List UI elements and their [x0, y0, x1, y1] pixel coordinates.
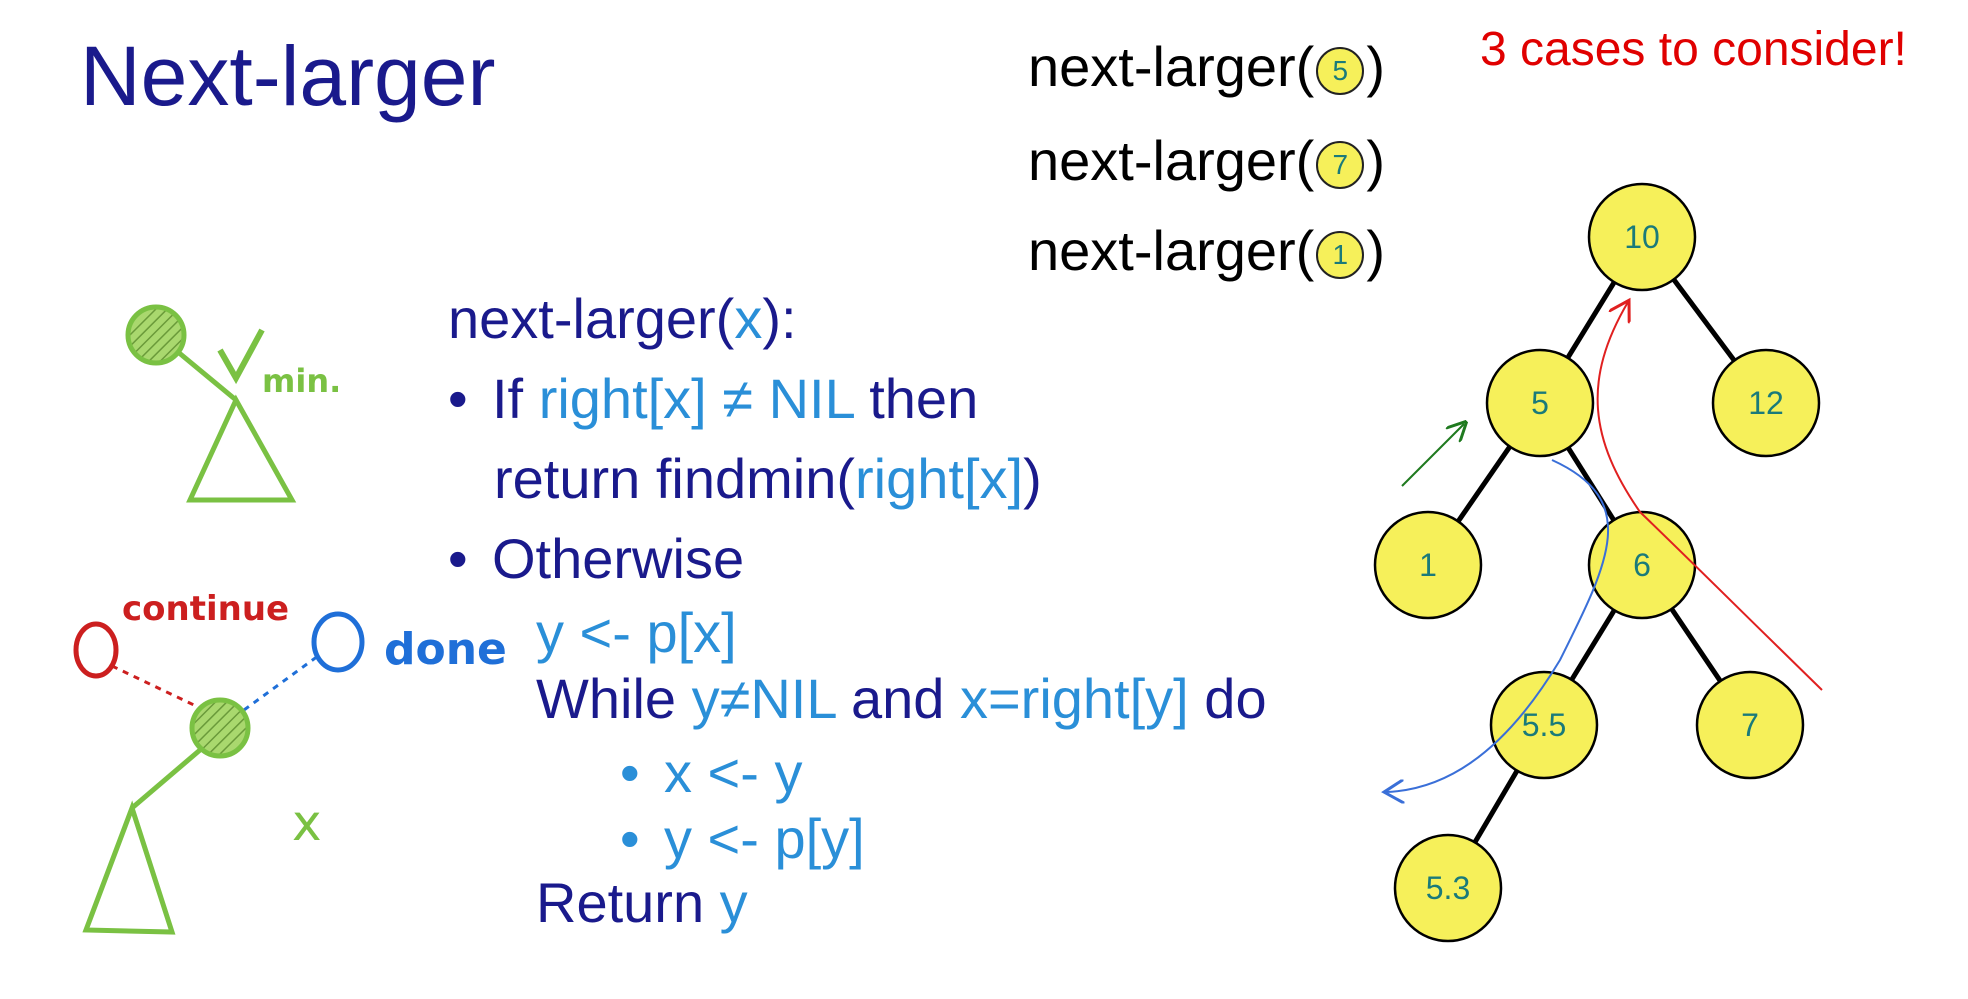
- code-keyword: do: [1188, 667, 1267, 730]
- red-arrow-icon: [1596, 302, 1823, 691]
- call-node-1: 1: [1316, 231, 1365, 280]
- page-title: Next-larger: [80, 29, 496, 123]
- sketch-node: [189, 697, 251, 759]
- code-keyword: Otherwise: [492, 527, 745, 590]
- call-suffix: ): [1366, 219, 1385, 282]
- node-label: 5.3: [1426, 870, 1470, 906]
- code-line-if: • If right[x] ≠ NIL then: [448, 366, 978, 431]
- code-close: ): [1023, 447, 1042, 510]
- call-suffix: ): [1366, 129, 1385, 192]
- code-line-while: While y≠NIL and x=right[y] do: [536, 666, 1267, 731]
- code-arg: right[x]: [855, 447, 1024, 510]
- code-keyword: then: [853, 367, 979, 430]
- check-icon: [217, 328, 265, 385]
- subtree-triangle: [186, 394, 297, 503]
- tree-node-1: 1: [1373, 510, 1483, 620]
- note-x: x: [292, 794, 322, 852]
- code-line-return-findmin: return findmin(right[x]): [494, 446, 1042, 511]
- code-line-x-gets-y: • x <- y: [620, 740, 802, 805]
- code-signature: next-larger(x):: [448, 286, 797, 351]
- node-label: 7: [1741, 707, 1759, 743]
- sketch-min: min.: [125, 304, 341, 503]
- node-label: 6: [1633, 547, 1651, 583]
- example-call-3: next-larger(1): [1028, 218, 1385, 283]
- code-line-assign-y: y <- p[x]: [536, 601, 737, 664]
- bullet: •: [620, 741, 640, 804]
- code-keyword: return findmin(: [494, 447, 856, 510]
- green-arrow-icon: [1401, 424, 1464, 487]
- code-line-y-gets-py: • y <- p[y]: [620, 806, 865, 871]
- note-done: done: [384, 624, 507, 675]
- code-fn-name: next-larger(: [448, 287, 735, 350]
- sketch-continue-done: continue done x: [73, 589, 507, 935]
- sketch-node: [125, 304, 187, 366]
- tree-node-5.3: 5.3: [1393, 833, 1503, 943]
- node-label: 5: [1531, 385, 1549, 421]
- bullet: •: [448, 527, 468, 590]
- continue-node: [73, 621, 119, 679]
- node-label: 12: [1748, 385, 1784, 421]
- code-condition: right[x] ≠ NIL: [538, 367, 854, 430]
- code-line-otherwise: • Otherwise: [448, 526, 744, 591]
- subtree-triangle: [82, 800, 176, 935]
- call-prefix: next-larger(: [1028, 35, 1315, 98]
- tree-node-5.5: 5.5: [1489, 670, 1599, 780]
- code-close: ):: [762, 287, 797, 350]
- call-suffix: ): [1366, 35, 1385, 98]
- call-prefix: next-larger(: [1028, 129, 1315, 192]
- note-min: min.: [262, 362, 341, 400]
- tree-node-5: 5: [1485, 348, 1595, 458]
- done-node: [311, 611, 365, 673]
- code-text: x <- y: [664, 741, 803, 804]
- call-node-5: 5: [1316, 47, 1365, 96]
- blue-arrow-icon: [1386, 459, 1610, 792]
- tree-node-6: 6: [1587, 510, 1697, 620]
- code-line-return: Return y: [536, 870, 748, 935]
- code-arg: x: [734, 287, 763, 350]
- code-return-value: y: [719, 871, 748, 934]
- node-label: 1: [1419, 547, 1437, 583]
- tree-node-12: 12: [1711, 348, 1821, 458]
- tree-node-7: 7: [1695, 670, 1805, 780]
- bullet: •: [448, 367, 468, 430]
- code-keyword: While: [536, 667, 692, 730]
- example-call-1: next-larger(5): [1028, 34, 1385, 99]
- code-keyword: Return: [536, 871, 720, 934]
- cases-note: 3 cases to consider!: [1480, 23, 1907, 76]
- note-continue: continue: [122, 589, 289, 629]
- code-keyword: If: [492, 367, 539, 430]
- tree-node-10: 10: [1587, 182, 1697, 292]
- call-prefix: next-larger(: [1028, 219, 1315, 282]
- node-label: 5.5: [1522, 707, 1566, 743]
- code-text: y <- p[y]: [664, 807, 865, 870]
- node-label: 10: [1624, 219, 1660, 255]
- code-condition: y≠NIL: [691, 667, 836, 730]
- call-node-7: 7: [1316, 141, 1365, 190]
- bst-tree: 10 5 12 1 6 5.5 7 5.3: [1373, 182, 1823, 943]
- code-condition: x=right[y]: [959, 667, 1189, 730]
- example-call-2: next-larger(7): [1028, 128, 1385, 193]
- code-keyword: and: [835, 667, 960, 730]
- bullet: •: [620, 807, 640, 870]
